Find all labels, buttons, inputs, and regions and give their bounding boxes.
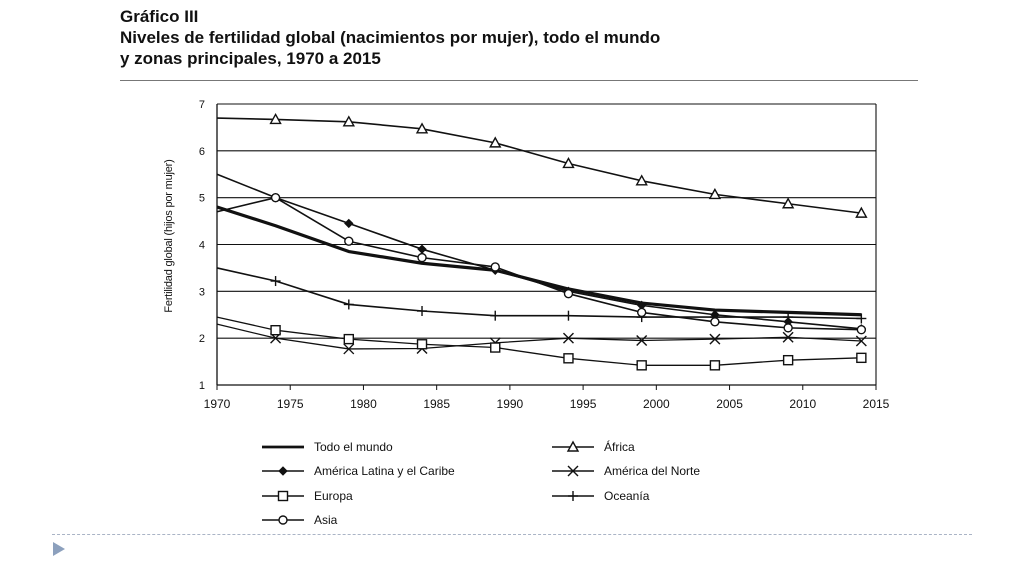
data-point-america-del-norte [855, 335, 867, 347]
data-point-africa [415, 122, 429, 134]
series-line-oceania [216, 267, 862, 320]
data-point-africa [855, 206, 868, 218]
y-tick-label: 7 [199, 99, 205, 111]
y-tick-label: 1 [199, 380, 205, 392]
data-point-asia [490, 262, 500, 272]
data-point-africa [708, 187, 722, 200]
data-point-america-del-norte [562, 332, 574, 344]
y-tick-label: 2 [199, 333, 205, 345]
data-point-europa [343, 333, 354, 345]
y-tick-label: 4 [199, 240, 205, 252]
y-tick-label: 6 [199, 146, 205, 158]
data-point-europa [636, 360, 647, 371]
data-point-africa [269, 113, 282, 125]
chart-title-line-1: Niveles de fertilidad global (nacimiento… [120, 28, 661, 47]
legend-label: Asia [314, 513, 338, 527]
series-line-europa [216, 316, 862, 366]
data-point-oceania [490, 310, 501, 321]
data-point-europa [416, 339, 428, 350]
legend-label: América Latina y el Caribe [314, 464, 455, 478]
series-line-africa [216, 117, 862, 214]
data-point-america-del-norte [636, 335, 648, 347]
data-point-asia [636, 307, 647, 318]
data-point-asia [417, 252, 427, 263]
figure-kicker: Gráfico III [120, 7, 199, 26]
data-point-europa [782, 354, 794, 366]
data-point-asia [344, 236, 354, 246]
x-tick-label: 2015 [863, 397, 890, 411]
legend-marker [278, 515, 288, 525]
legend-marker [568, 491, 578, 501]
legend-item-america-del-norte: América del Norte [552, 464, 700, 478]
x-tick-label: 1995 [570, 397, 597, 411]
title-rule [120, 80, 918, 81]
data-point-asia [563, 288, 574, 299]
data-point-oceania [343, 299, 354, 310]
x-tick-label: 1970 [204, 397, 231, 411]
data-point-asia [856, 325, 867, 335]
legend-item-europa: Europa [262, 489, 353, 503]
data-point-america-del-norte [709, 333, 721, 345]
legend-marker [567, 465, 579, 477]
chart-title-block: Gráfico III Niveles de fertilidad global… [120, 6, 660, 69]
data-point-america-del-norte [343, 343, 355, 355]
legend-item-todo-el-mundo: Todo el mundo [262, 440, 393, 454]
x-tick-label: 1975 [277, 397, 304, 411]
series-line-todo-el-mundo [216, 205, 862, 317]
series-line-asia [216, 196, 862, 331]
x-tick-label: 2000 [643, 397, 670, 411]
data-point-asia [783, 323, 793, 333]
data-point-asia [710, 317, 720, 327]
data-point-africa [781, 197, 795, 209]
data-point-america-latina-y-el-caribe [344, 218, 354, 229]
legend-label: Oceanía [604, 489, 650, 503]
data-point-africa [489, 136, 502, 148]
data-point-europa [709, 360, 721, 371]
legend-marker [566, 440, 580, 452]
legend-item-asia: Asia [262, 513, 338, 527]
play-triangle-icon [53, 542, 65, 556]
data-point-africa [635, 174, 648, 186]
data-point-america-del-norte [782, 331, 794, 343]
data-point-oceania [783, 312, 794, 323]
data-point-africa [562, 157, 575, 169]
data-point-oceania [417, 306, 428, 317]
legend-label: Europa [314, 489, 353, 503]
x-tick-label: 1990 [497, 397, 524, 411]
data-point-asia [270, 192, 281, 203]
y-tick-label: 5 [199, 193, 205, 205]
data-point-africa [342, 115, 355, 127]
footer-divider [52, 534, 972, 535]
legend-item-oceania: Oceanía [552, 489, 650, 503]
data-point-europa [490, 342, 501, 353]
data-point-europa [563, 353, 574, 364]
data-point-europa [270, 325, 281, 336]
legend-label: América del Norte [604, 464, 700, 478]
legend-marker [277, 490, 289, 502]
x-tick-label: 2005 [716, 397, 743, 411]
legend-label: Todo el mundo [314, 440, 393, 454]
legend-item-america-latina-y-el-caribe: América Latina y el Caribe [262, 464, 455, 478]
data-point-oceania [563, 310, 574, 321]
x-tick-label: 1980 [350, 397, 377, 411]
legend-label: África [604, 439, 635, 454]
data-point-america-latina-y-el-caribe [417, 244, 427, 254]
y-tick-label: 3 [199, 286, 205, 298]
data-point-oceania [856, 313, 867, 324]
chart-title-line-2: y zonas principales, 1970 a 2015 [120, 49, 381, 68]
data-point-europa [856, 352, 867, 364]
x-tick-label: 2010 [789, 397, 816, 411]
data-point-oceania [270, 276, 281, 287]
series-line-america-del-norte [216, 323, 862, 350]
x-tick-label: 1985 [423, 397, 450, 411]
legend-item-africa: África [552, 439, 635, 454]
legend-marker [278, 466, 288, 476]
